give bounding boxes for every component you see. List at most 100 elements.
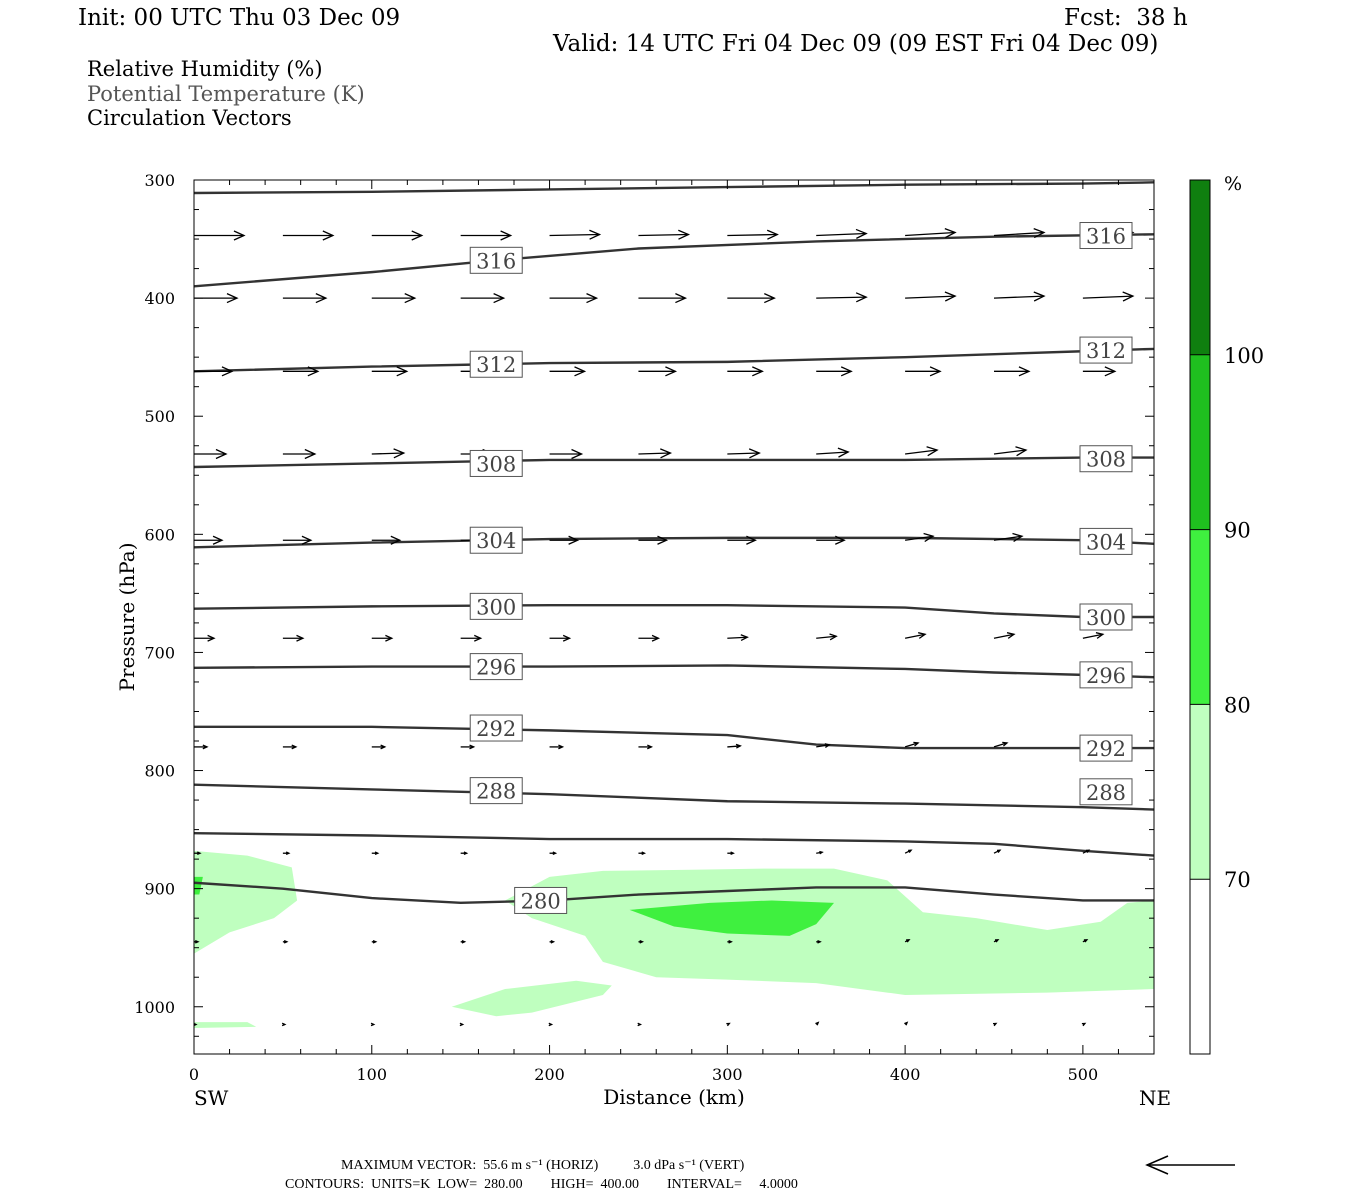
svg-text:280: 280 [521,889,561,913]
theta-label-300: 300 [1079,603,1133,631]
rh-region-80-5 [629,900,834,936]
ne-label: NE [1139,1086,1171,1110]
circulation-vector [993,849,1002,854]
circulation-vector [816,228,868,239]
circulation-vector [371,366,409,377]
circulation-vector [1082,849,1091,854]
circulation-vector [816,850,824,855]
circulation-vector [904,1021,909,1026]
circulation-vector [281,1022,287,1027]
svg-text:304: 304 [476,529,516,553]
theta-label-316: 316 [1079,222,1133,250]
circulation-vector [816,535,846,545]
circulation-vector [194,744,209,750]
circulation-vector [904,939,911,943]
theta-label-296: 296 [1079,661,1133,689]
theta-label-304: 304 [469,526,523,554]
theta-contour-320 [194,181,1154,195]
circulation-vector [194,634,216,642]
theta-label-296: 296 [469,653,523,681]
circulation-vector [727,229,779,240]
theta-label-312: 312 [1079,336,1133,364]
x-tick-label: 500 [1068,1065,1099,1084]
svg-text:300: 300 [476,595,516,619]
y-tick-label: 700 [144,643,175,662]
theta-label-300: 300 [469,592,523,620]
y-tick-label: 900 [144,880,175,899]
circulation-vector [816,743,831,748]
circulation-vector [549,851,558,856]
init-time: Init: 00 UTC Thu 03 Dec 09 [78,5,401,31]
circulation-vector [1082,291,1135,302]
theta-label-288: 288 [469,777,523,805]
legend-circulation-vectors: Circulation Vectors [87,106,292,130]
sw-label: SW [194,1086,229,1110]
theta-contour-292 [194,725,1154,750]
circulation-vector [282,939,289,944]
theta-label-304: 304 [1079,527,1133,555]
circulation-vector [282,448,317,460]
svg-text:312: 312 [1086,339,1126,363]
circulation-vector [993,228,1046,239]
circulation-vector [727,448,761,459]
circulation-vector [904,741,920,748]
theta-label-312: 312 [469,350,523,378]
circulation-vector [904,632,927,639]
theta-contour-304 [194,536,1154,549]
circulation-vector [727,293,776,304]
circulation-vector [816,366,853,377]
circulation-vector [371,535,402,545]
circulation-vector [194,448,228,460]
circulation-vector [726,1022,731,1027]
colorbar-segment [1190,529,1210,705]
circulation-vector [905,291,957,302]
circulation-vector [371,230,424,241]
circulation-vector [194,535,224,545]
contour-info: CONTOURS: UNITS=K LOW= 280.00 HIGH= 400.… [285,1177,798,1192]
colorbar-segment [1190,180,1210,355]
circulation-vector [194,366,234,377]
y-tick-label: 600 [144,525,175,544]
theta-label-308: 308 [1079,445,1133,473]
theta-contour-296 [194,664,1154,679]
svg-text:296: 296 [1086,664,1126,688]
colorbar-segment [1190,704,1210,880]
colorbar-label: 100 [1224,344,1264,368]
theta-contour-300 [194,603,1154,619]
x-tick-label: 100 [357,1065,388,1084]
circulation-vector [282,230,335,241]
circulation-vector [282,535,313,545]
svg-text:300: 300 [1086,606,1126,630]
circulation-vector [816,633,838,641]
svg-text:312: 312 [476,353,516,377]
circulation-vector [549,939,556,944]
circulation-vector [727,535,757,545]
circulation-vector [1082,939,1089,943]
circulation-vector [460,634,483,642]
legend-potential-temperature: Potential Temperature (K) [87,82,365,106]
circulation-vector [727,851,735,856]
circulation-vector [638,634,661,642]
circulation-vector [371,851,380,856]
circulation-vector [371,939,378,944]
theta-contour-316 [194,233,1154,288]
svg-text:304: 304 [1086,530,1126,554]
circulation-vector [282,634,305,642]
circulation-vector [371,634,394,642]
circulation-vector [638,939,645,944]
circulation-vector [460,293,506,304]
circulation-vector [638,744,654,750]
theta-contour-312 [194,347,1154,373]
circulation-vector [638,851,647,856]
circulation-vector [459,1022,465,1027]
x-tick-label: 300 [712,1065,743,1084]
theta-label-308: 308 [469,449,523,477]
rh-region-70-0 [194,850,298,954]
circulation-vector [460,230,513,241]
circulation-vector [370,1022,376,1027]
y-axis-label: Pressure (hPa) [115,543,139,692]
circulation-vector [638,535,669,545]
maximum-vector-info: MAXIMUM VECTOR: 55.6 m s⁻¹ (HORIZ) 3.0 d… [341,1158,745,1173]
circulation-vector [815,1021,820,1026]
circulation-vector [993,446,1028,457]
